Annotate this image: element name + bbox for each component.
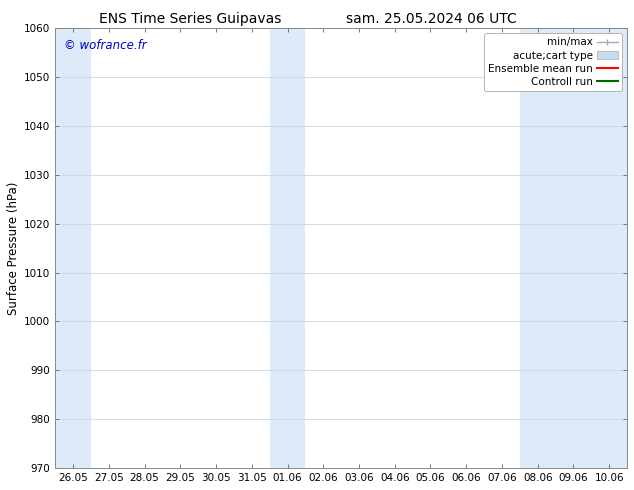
Bar: [520, 28, 555, 468]
Bar: [555, 28, 627, 468]
Bar: [55, 28, 91, 468]
Y-axis label: Surface Pressure (hPa): Surface Pressure (hPa): [7, 181, 20, 315]
Legend: min/max, acute;cart type, Ensemble mean run, Controll run: min/max, acute;cart type, Ensemble mean …: [484, 33, 622, 91]
Text: © wofrance.fr: © wofrance.fr: [64, 39, 146, 52]
Text: ENS Time Series Guipavas: ENS Time Series Guipavas: [99, 12, 281, 26]
Bar: [269, 28, 306, 468]
Text: sam. 25.05.2024 06 UTC: sam. 25.05.2024 06 UTC: [346, 12, 517, 26]
